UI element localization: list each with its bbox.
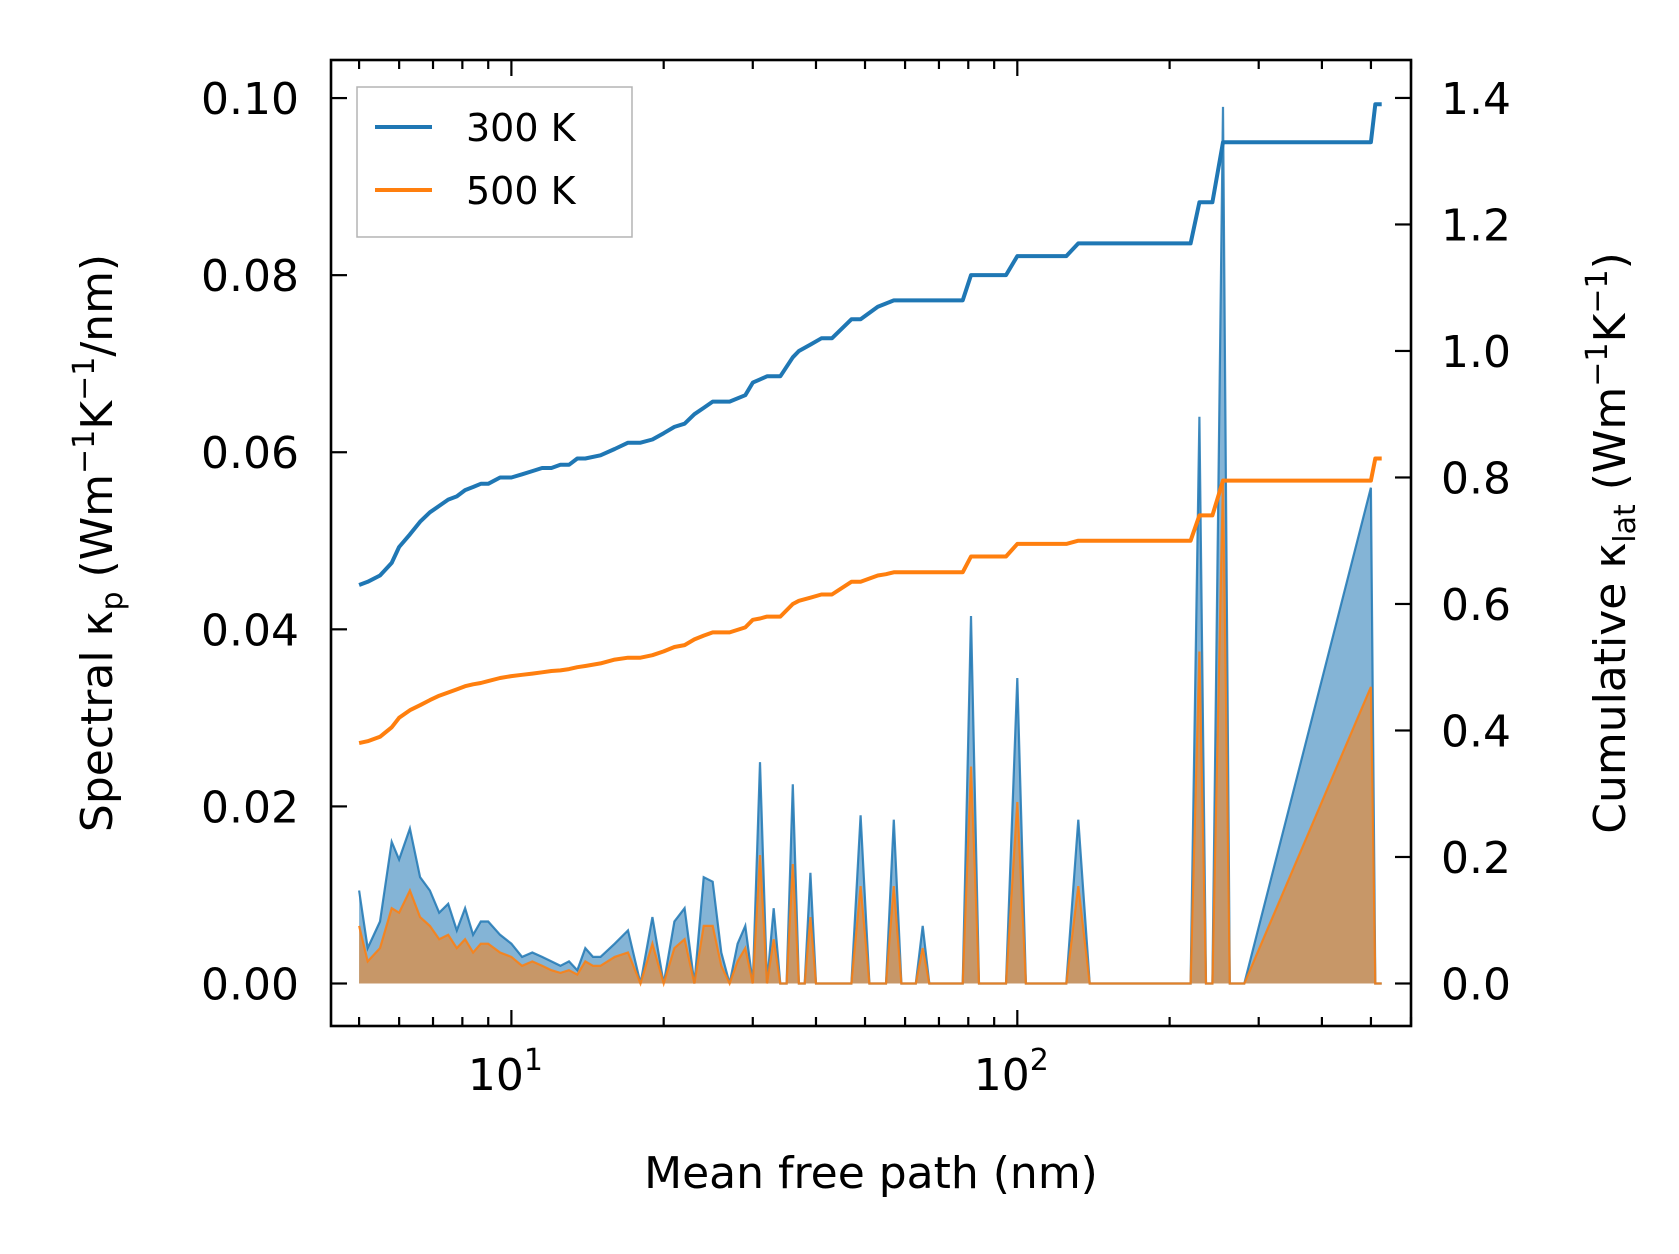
axes-frame — [329, 58, 1413, 1028]
y-right-tick-label: 0.6 — [1441, 580, 1511, 631]
y-left-tick-label: 0.04 — [201, 605, 299, 656]
y-right-tick-label: 0.2 — [1441, 833, 1511, 884]
y-right-tick-label: 0.4 — [1441, 706, 1511, 757]
y-right-tick-label: 0.0 — [1441, 959, 1511, 1010]
legend: 300 K 500 K — [356, 86, 633, 238]
y-left-tick-label: 0.08 — [201, 251, 299, 302]
y-left-tick-label: 0.10 — [201, 74, 299, 125]
y-right-tick-label: 1.4 — [1441, 74, 1511, 125]
plot-area — [358, 102, 1382, 988]
y-axis-right-title: Cumulative κlat (Wm−1K−1) — [1580, 252, 1643, 834]
axis-ticks: 101 102 0.00 0.02 0.04 0.06 0.08 0.10 0.0 0.2 0.4 0… — [201, 60, 1511, 1101]
spectral-line-500k — [358, 478, 1382, 988]
y-right-tick-label: 1.2 — [1441, 200, 1511, 251]
y-left-tick-label: 0.00 — [201, 959, 299, 1010]
x-tick-label: 102 — [974, 1043, 1049, 1101]
spectral-line-300k — [358, 106, 1382, 985]
cumulative-line-300k — [358, 102, 1382, 587]
y-left-tick-label: 0.06 — [201, 428, 299, 479]
legend-label-500k: 500 K — [466, 169, 577, 213]
legend-box — [356, 86, 633, 238]
y-axis-left-title: Spectral κp (Wm−1K−1/nm) — [67, 254, 130, 832]
legend-label-300k: 300 K — [466, 106, 577, 150]
cumulative-line-500k — [358, 456, 1382, 746]
x-axis-title: Mean free path (nm) — [644, 1148, 1098, 1199]
spectral-area-500k — [359, 478, 1382, 984]
y-left-tick-label: 0.02 — [201, 782, 299, 833]
y-right-tick-label: 1.0 — [1441, 327, 1511, 378]
spectral-area-300k — [359, 106, 1382, 984]
y-right-tick-label: 0.8 — [1441, 453, 1511, 504]
x-tick-label: 101 — [468, 1043, 543, 1101]
